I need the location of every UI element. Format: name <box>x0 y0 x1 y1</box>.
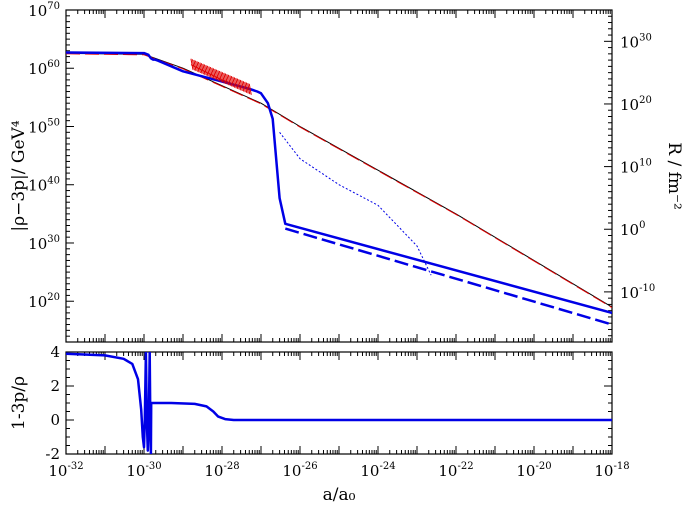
bottom-x-tick-label: 10-30 <box>126 461 161 480</box>
top-y-axis-label: |ρ−3p|/ GeV⁴ <box>9 120 29 231</box>
bottom-series-line <box>66 352 612 454</box>
bottom-x-tick-label: 10-32 <box>48 461 83 480</box>
red-oscillation-mark <box>191 59 195 71</box>
red-oscillation-mark <box>227 74 231 86</box>
bottom-y-axis-label: 1-3p/ρ <box>9 376 29 430</box>
bottom-y-tick-label: 4 <box>50 343 60 361</box>
top-series-line <box>279 131 432 276</box>
red-oscillation-mark <box>205 65 209 77</box>
red-oscillation-mark <box>203 64 207 76</box>
red-oscillation-mark <box>223 72 227 84</box>
bottom-x-tick-label: 10-20 <box>516 461 551 480</box>
red-oscillation-mark <box>193 59 197 72</box>
red-oscillation-mark <box>236 78 240 90</box>
top-left-tick-labels: 1020 1030 1040 1050 1060 1070 <box>28 1 60 311</box>
bottom-x-tick-label: 10-24 <box>360 461 395 480</box>
red-oscillation-mark <box>221 72 225 84</box>
top-y2-axis-label: R / fm⁻² <box>664 142 684 210</box>
bottom-x-tick-label: 10-26 <box>282 461 317 480</box>
top-series-line <box>66 52 612 308</box>
red-oscillation-mark <box>238 79 242 91</box>
top-panel-ticks <box>65 9 612 343</box>
red-oscillation-mark <box>208 66 212 78</box>
red-oscillation-mark <box>218 70 222 83</box>
red-oscillation-mark <box>214 68 218 81</box>
top-y-tick-label: 1070 <box>28 1 60 20</box>
red-oscillation-mark <box>248 83 252 95</box>
top-y2-tick-label: 10-10 <box>620 283 655 302</box>
bottom-x-tick-label: 10-18 <box>594 461 629 480</box>
top-y-tick-label: 1040 <box>28 176 60 195</box>
red-oscillation-mark <box>224 73 228 85</box>
bottom-y-tick-label: 2 <box>50 377 60 395</box>
red-oscillation-mark <box>233 77 237 89</box>
top-series-line <box>66 53 612 309</box>
top-y-tick-label: 1020 <box>28 292 60 311</box>
red-oscillation-mark <box>215 69 219 81</box>
red-oscillation-mark <box>226 74 230 86</box>
red-oscillation-mark <box>235 77 239 90</box>
top-series-line <box>66 51 612 315</box>
bottom-x-tick-label: 10-22 <box>438 461 473 480</box>
top-y2-tick-label: 1010 <box>620 158 652 177</box>
bottom-x-tick-labels: 10-32 10-30 10-28 10-26 10-24 10-22 10-20 10-18 <box>48 461 629 480</box>
top-plot-frame <box>65 9 613 343</box>
red-oscillation-mark <box>211 67 215 79</box>
red-oscillation-mark <box>232 76 236 88</box>
red-oscillation-mark <box>194 60 198 72</box>
top-series-line <box>284 227 612 326</box>
red-oscillation-mark <box>217 70 221 82</box>
red-oscillation-mark <box>212 68 216 80</box>
red-oscillation-mark <box>245 82 249 94</box>
red-oscillation-mark <box>200 63 204 75</box>
top-y2-tick-label: 1020 <box>620 95 652 114</box>
top-right-tick-labels: 10-10 100 1010 1020 1030 <box>620 32 655 302</box>
top-panel-series <box>66 51 612 326</box>
bottom-panel: -2 0 2 4 10-32 10-30 10-28 10-26 10-24 10-22 10-2… <box>9 343 630 505</box>
red-oscillation-mark <box>202 63 206 75</box>
top-y-tick-label: 1050 <box>28 117 60 136</box>
red-oscillation-mark <box>196 61 200 73</box>
top-y2-tick-label: 100 <box>620 220 645 239</box>
bottom-y-tick-label: -2 <box>45 445 60 463</box>
red-oscillation-mark <box>242 81 246 93</box>
bottom-left-tick-labels: -2 0 2 4 <box>45 343 60 463</box>
top-y-tick-label: 1060 <box>28 59 60 78</box>
red-oscillation-mark <box>197 61 201 74</box>
red-oscillation-mark <box>247 83 251 95</box>
bottom-panel-series <box>66 352 612 454</box>
red-oscillation-mark <box>230 75 234 88</box>
red-oscillation-mark <box>244 81 248 93</box>
top-y-tick-label: 1030 <box>28 234 60 253</box>
red-oscillation-mark <box>220 71 224 83</box>
top-panel: 1020 1030 1040 1050 1060 1070 10-10 100 1010 102… <box>9 1 684 343</box>
red-oscillation-mark <box>199 62 203 74</box>
red-oscillation-mark <box>229 75 233 87</box>
red-oscillation-mark <box>241 80 245 92</box>
red-oscillation-mark <box>206 65 210 77</box>
bottom-x-tick-label: 10-28 <box>204 461 239 480</box>
red-oscillation-mark <box>190 58 194 70</box>
red-oscillation-mark <box>209 66 213 79</box>
bottom-y-tick-label: 0 <box>50 411 60 429</box>
top-y2-tick-label: 1030 <box>620 32 652 51</box>
x-axis-label: a/a₀ <box>323 485 356 505</box>
red-oscillation-mark <box>239 79 243 92</box>
